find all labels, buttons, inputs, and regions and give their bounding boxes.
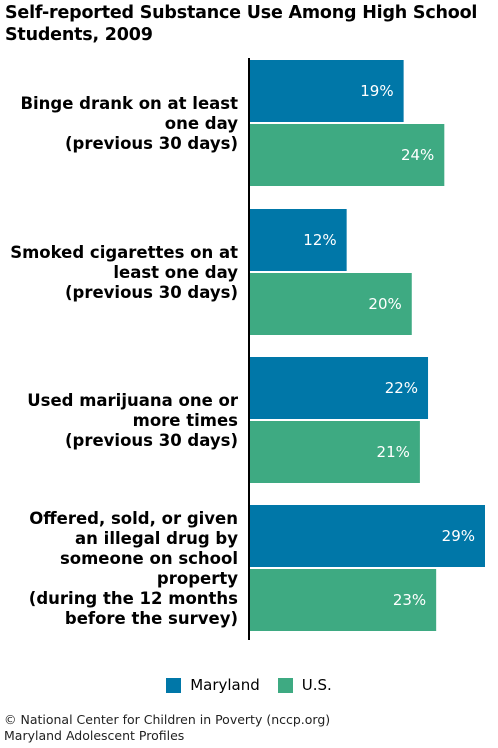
category-label-2: Used marijuana one or more times (previous… xyxy=(27,391,239,450)
category-label-1: Smoked cigarettes on at least one day (pre… xyxy=(10,243,238,302)
legend-swatch-us xyxy=(277,677,293,693)
legend-item-us: U.S. xyxy=(277,676,332,694)
legend-swatch-maryland xyxy=(166,677,182,693)
bar-maryland-3 xyxy=(249,505,485,567)
bar-maryland-2 xyxy=(249,357,429,419)
bar-us-3 xyxy=(249,569,437,631)
legend: Maryland U.S. xyxy=(0,676,498,694)
data-label-maryland-2: 22% xyxy=(385,379,418,397)
data-label-us-0: 24% xyxy=(401,146,434,164)
footer: © National Center for Children in Povert… xyxy=(4,712,330,744)
bar-chart: 19% 24% 12% 20% 22% 21% 29% 23% Binge drank on … xyxy=(10,58,485,640)
data-label-us-3: 23% xyxy=(393,591,426,609)
data-label-maryland-0: 19% xyxy=(360,82,393,100)
chart-title: Self-reported Substance Use Among High S… xyxy=(5,3,478,45)
bar-us-2 xyxy=(249,421,420,483)
bar-us-0 xyxy=(249,124,445,186)
bar-maryland-0 xyxy=(249,60,404,122)
category-label-3: Offered, sold, or given an illegal drug b… xyxy=(29,509,238,628)
footer-copyright: © National Center for Children in Povert… xyxy=(4,712,331,727)
data-label-us-2: 21% xyxy=(377,443,410,461)
footer-source: Maryland Adolescent Profiles xyxy=(4,728,185,743)
legend-item-maryland: Maryland xyxy=(166,676,260,694)
legend-label-maryland: Maryland xyxy=(190,676,260,694)
legend-label-us: U.S. xyxy=(301,676,332,694)
bar-maryland-1 xyxy=(249,209,347,271)
bar-us-1 xyxy=(249,273,412,335)
data-label-us-1: 20% xyxy=(368,295,401,313)
data-label-maryland-3: 29% xyxy=(442,527,475,545)
category-label-0: Binge drank on at least one day (previous … xyxy=(20,94,238,153)
data-label-maryland-1: 12% xyxy=(303,231,336,249)
